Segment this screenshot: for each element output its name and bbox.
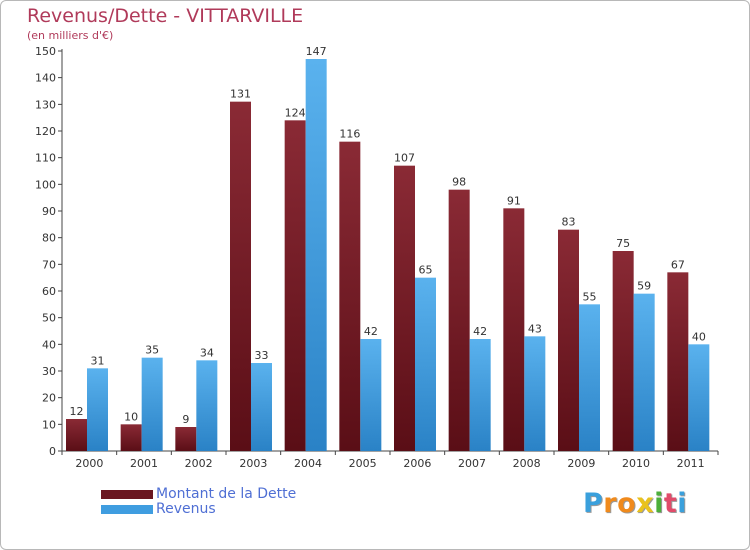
bar-dette	[339, 141, 361, 451]
data-label: 34	[200, 346, 214, 359]
y-tick-label: 10	[42, 418, 56, 431]
data-label: 42	[473, 325, 487, 338]
bar-revenus	[141, 357, 163, 451]
bar-dette	[66, 419, 87, 451]
data-label: 91	[507, 194, 521, 207]
bar-revenus	[579, 304, 600, 451]
data-label: 107	[394, 152, 415, 165]
bar-dette	[448, 189, 470, 451]
x-tick-label: 2004	[294, 457, 322, 470]
bar-dette	[230, 101, 251, 452]
data-label: 10	[124, 410, 138, 423]
data-label: 116	[339, 128, 360, 141]
data-label: 33	[255, 349, 269, 362]
x-tick-label: 2005	[349, 457, 377, 470]
y-tick-label: 140	[35, 72, 56, 85]
x-tick-label: 2011	[677, 457, 705, 470]
x-tick-label: 2000	[75, 457, 103, 470]
bar-dette	[612, 251, 634, 451]
bar-dette	[503, 208, 525, 451]
data-label: 147	[306, 45, 327, 58]
data-label: 12	[70, 405, 84, 418]
logo-letter: i	[677, 488, 688, 519]
bar-revenus	[305, 59, 327, 451]
chart-subtitle: (en milliers d'€)	[27, 29, 114, 42]
bar-revenus	[633, 293, 655, 451]
chart-title: Revenus/Dette - VITTARVILLE	[27, 5, 304, 27]
proxiti-logo: Proxiti	[583, 488, 687, 519]
bar-dette	[667, 272, 689, 451]
x-tick-label: 2003	[239, 457, 267, 470]
logo-letter: r	[603, 488, 618, 519]
bar-revenus	[469, 339, 491, 451]
bar-revenus	[415, 277, 436, 451]
data-label: 59	[637, 280, 651, 293]
legend-label-revenus: Revenus	[156, 501, 216, 517]
y-tick-label: 130	[35, 98, 56, 111]
y-tick-label: 80	[42, 232, 56, 245]
logo-letter: t	[663, 488, 678, 519]
y-tick-label: 30	[42, 365, 56, 378]
logo-letter: i	[654, 488, 664, 519]
y-tick-label: 20	[42, 392, 56, 405]
bar-dette	[120, 424, 142, 451]
data-label: 55	[583, 290, 597, 303]
data-label: 65	[419, 264, 433, 277]
bar-revenus	[524, 336, 546, 451]
data-label: 75	[616, 237, 630, 250]
bar-revenus	[688, 344, 710, 451]
logo-letter: P	[583, 488, 604, 519]
x-tick-label: 2010	[622, 457, 650, 470]
y-tick-label: 120	[35, 125, 56, 138]
y-tick-label: 40	[42, 338, 56, 351]
data-label: 131	[230, 88, 251, 101]
bar-revenus	[87, 368, 108, 451]
x-tick-label: 2001	[130, 457, 158, 470]
legend-label-debt: Montant de la Dette	[156, 486, 297, 502]
bar-revenus	[360, 339, 382, 451]
legend-swatch-debt	[101, 490, 153, 499]
data-label: 40	[692, 330, 706, 343]
x-tick-label: 2006	[403, 457, 431, 470]
logo-letter: o	[617, 488, 637, 519]
y-tick-label: 110	[35, 152, 56, 165]
legend-swatch-revenus	[101, 505, 153, 514]
data-label: 98	[452, 176, 466, 189]
bar-revenus	[196, 360, 218, 451]
data-label: 67	[671, 258, 685, 271]
y-tick-label: 150	[35, 45, 56, 58]
y-tick-label: 60	[42, 285, 56, 298]
y-tick-label: 100	[35, 178, 56, 191]
bar-revenus	[251, 363, 272, 451]
bar-dette	[284, 120, 306, 451]
data-label: 35	[145, 344, 159, 357]
data-label: 42	[364, 325, 378, 338]
bar-dette	[175, 427, 197, 451]
data-label: 9	[182, 413, 189, 426]
bar-dette	[394, 165, 415, 451]
data-label: 31	[91, 354, 105, 367]
x-tick-label: 2009	[567, 457, 595, 470]
y-tick-label: 0	[49, 445, 56, 458]
data-label: 124	[285, 106, 306, 119]
data-label: 83	[562, 216, 576, 229]
bar-dette	[558, 229, 579, 451]
x-tick-label: 2007	[458, 457, 486, 470]
y-tick-label: 90	[42, 205, 56, 218]
x-tick-label: 2002	[185, 457, 213, 470]
y-tick-label: 70	[42, 258, 56, 271]
logo-letter: x	[636, 488, 655, 519]
data-label: 43	[528, 322, 542, 335]
x-tick-label: 2008	[513, 457, 541, 470]
y-tick-label: 50	[42, 312, 56, 325]
